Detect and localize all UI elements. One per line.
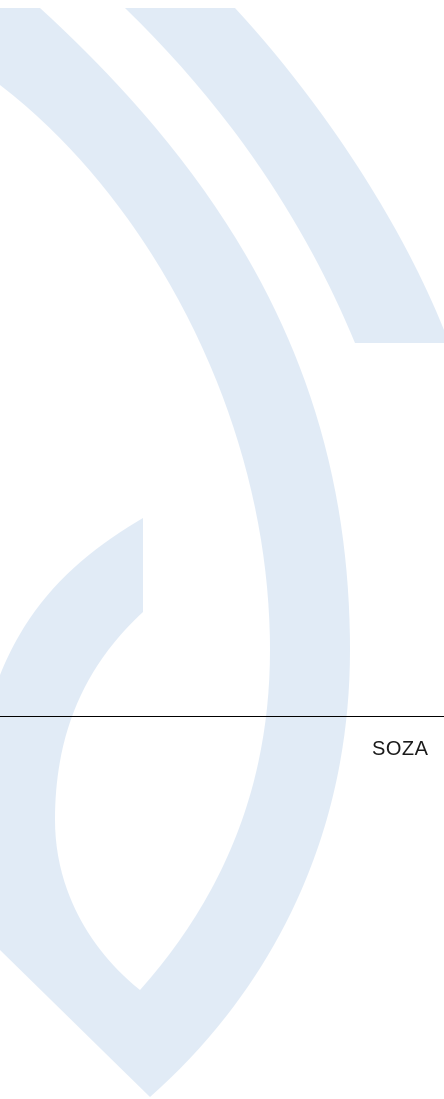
page: {"footer": {"brand": "SOZA"}} SOZA (() =…	[0, 0, 444, 1099]
background-graphic	[0, 0, 444, 1099]
brand-name: SOZA	[372, 738, 428, 761]
